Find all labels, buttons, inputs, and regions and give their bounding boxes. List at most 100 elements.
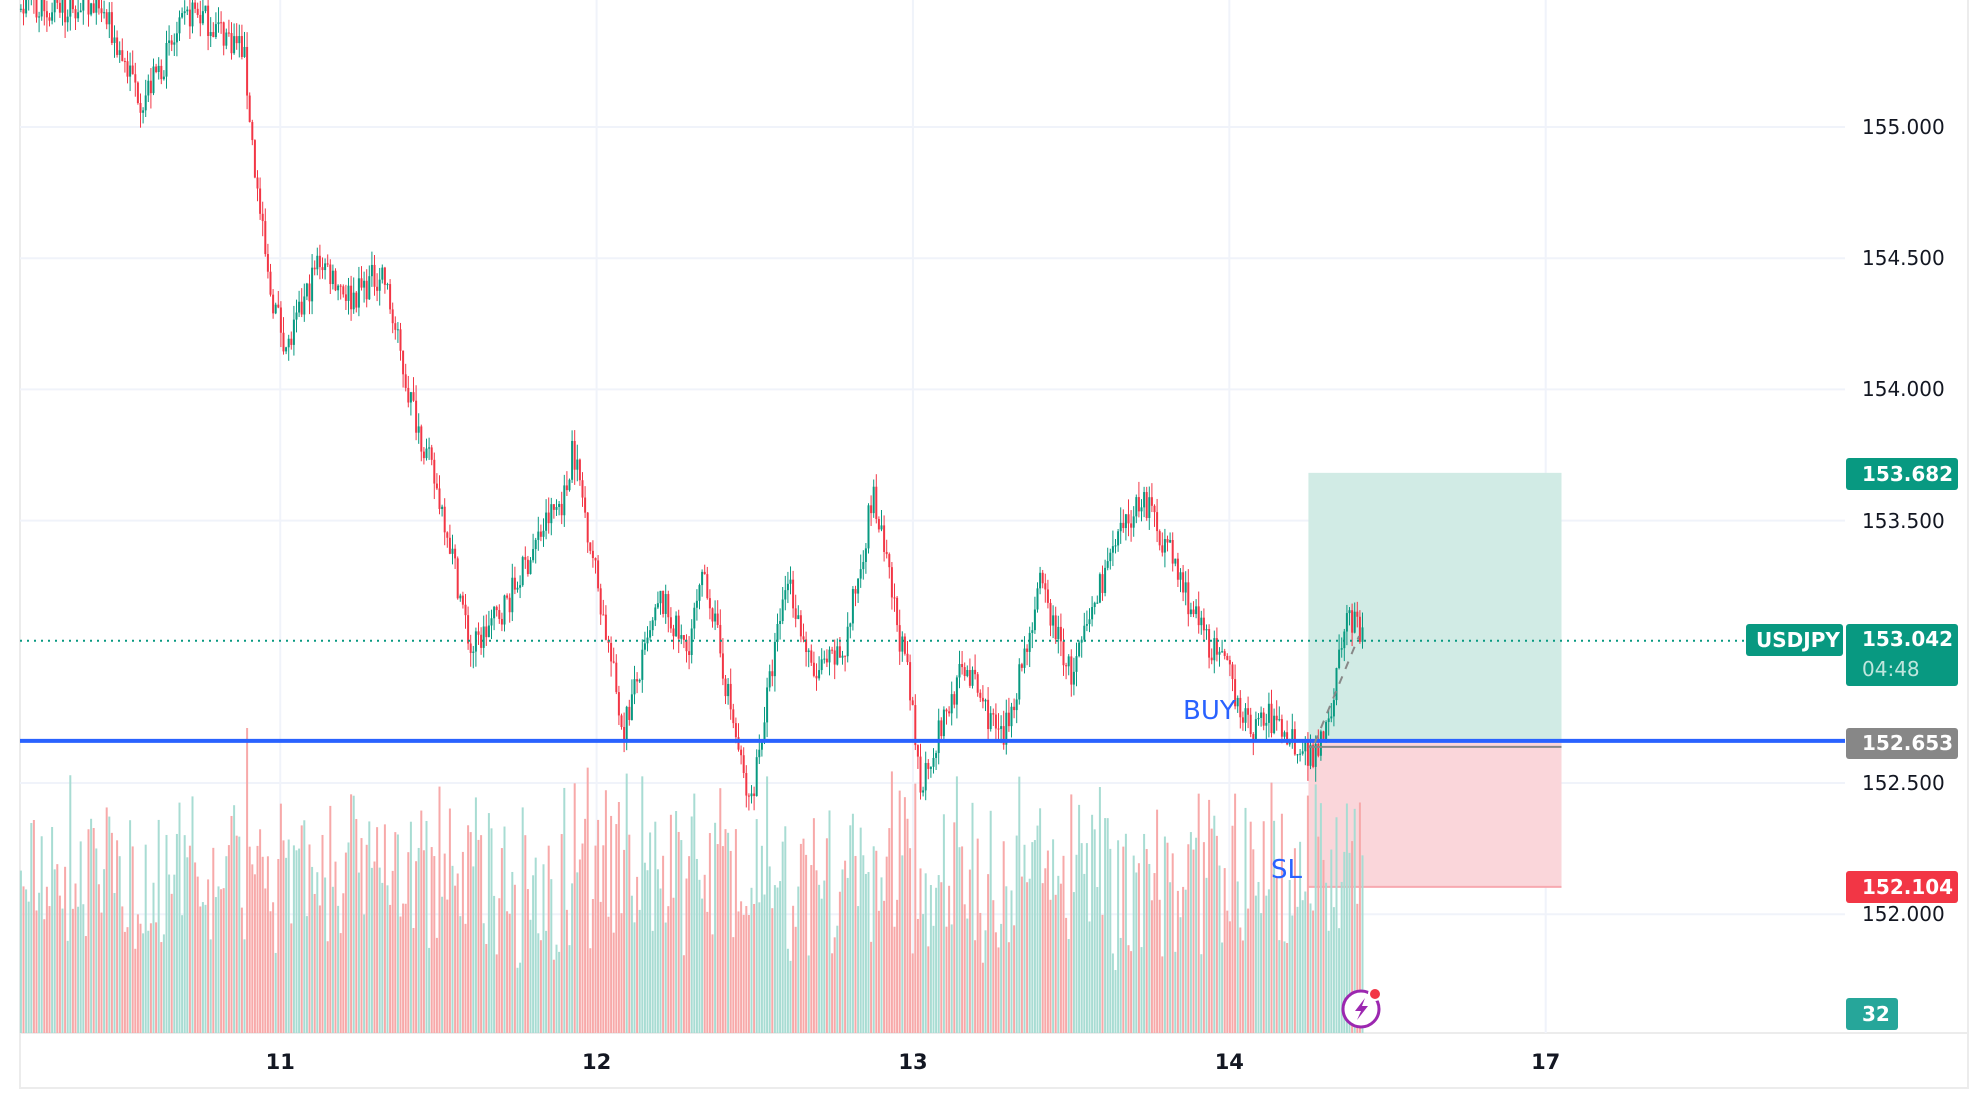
candle-body[interactable] <box>654 607 657 621</box>
candle-body[interactable] <box>360 278 363 288</box>
candle-body[interactable] <box>716 613 719 625</box>
candle-body[interactable] <box>1335 668 1338 701</box>
candle-body[interactable] <box>537 531 540 540</box>
candle-body[interactable] <box>511 577 514 613</box>
candle-body[interactable] <box>701 571 704 586</box>
candle-body[interactable] <box>1309 744 1312 766</box>
candle-body[interactable] <box>1028 632 1031 652</box>
candle-body[interactable] <box>149 80 152 94</box>
candle-body[interactable] <box>1096 602 1099 604</box>
candle-body[interactable] <box>152 66 155 94</box>
candle-body[interactable] <box>1296 754 1299 756</box>
candle-body[interactable] <box>25 0 28 14</box>
candle-body[interactable] <box>230 33 233 54</box>
candle-body[interactable] <box>1223 651 1226 656</box>
candle-body[interactable] <box>693 607 696 629</box>
candle-body[interactable] <box>90 3 93 15</box>
candle-body[interactable] <box>1234 679 1237 707</box>
candle-body[interactable] <box>534 539 537 550</box>
candle-body[interactable] <box>316 255 319 270</box>
candle-body[interactable] <box>144 95 147 111</box>
candle-body[interactable] <box>110 12 113 43</box>
candle-body[interactable] <box>1330 716 1333 719</box>
candle-body[interactable] <box>1026 648 1029 652</box>
candle-body[interactable] <box>1132 516 1135 528</box>
candle-body[interactable] <box>581 480 584 498</box>
candle-body[interactable] <box>19 8 22 10</box>
candle-body[interactable] <box>893 597 896 599</box>
candle-body[interactable] <box>636 679 639 682</box>
candle-body[interactable] <box>927 762 930 769</box>
candle-body[interactable] <box>155 66 158 72</box>
candle-body[interactable] <box>56 0 59 3</box>
candle-body[interactable] <box>1358 616 1361 642</box>
candle-body[interactable] <box>165 43 168 77</box>
candle-body[interactable] <box>142 110 145 113</box>
candle-body[interactable] <box>529 560 532 575</box>
candle-body[interactable] <box>1262 712 1265 726</box>
candle-body[interactable] <box>282 332 285 352</box>
candle-body[interactable] <box>994 714 997 729</box>
candle-body[interactable] <box>1106 561 1109 568</box>
candle-body[interactable] <box>311 267 314 302</box>
candle-body[interactable] <box>685 639 688 652</box>
candle-body[interactable] <box>1322 731 1325 740</box>
candle-body[interactable] <box>1260 712 1263 718</box>
candle-body[interactable] <box>563 485 566 516</box>
candle-body[interactable] <box>1356 611 1359 617</box>
candle-body[interactable] <box>1046 589 1049 603</box>
candle-body[interactable] <box>1111 546 1114 553</box>
candle-body[interactable] <box>753 793 756 796</box>
candle-body[interactable] <box>173 42 176 45</box>
candle-body[interactable] <box>740 749 743 756</box>
candle-body[interactable] <box>428 447 431 449</box>
candle-body[interactable] <box>363 280 366 288</box>
candle-body[interactable] <box>259 188 262 214</box>
candle-body[interactable] <box>207 5 210 37</box>
candle-body[interactable] <box>1231 664 1234 680</box>
candle-body[interactable] <box>872 486 875 514</box>
candle-body[interactable] <box>677 615 680 639</box>
candle-body[interactable] <box>108 12 111 25</box>
candle-body[interactable] <box>771 671 774 677</box>
candle-body[interactable] <box>274 304 277 314</box>
candle-body[interactable] <box>576 459 579 470</box>
candle-body[interactable] <box>1156 512 1159 532</box>
candle-body[interactable] <box>883 525 886 552</box>
candle-body[interactable] <box>1299 753 1302 755</box>
candle-body[interactable] <box>584 497 587 513</box>
candle-body[interactable] <box>1189 609 1192 615</box>
candle-body[interactable] <box>1301 751 1304 754</box>
candle-body[interactable] <box>680 635 683 639</box>
candle-body[interactable] <box>903 636 906 654</box>
candle-body[interactable] <box>773 641 776 677</box>
candle-body[interactable] <box>1065 665 1068 667</box>
candle-body[interactable] <box>1265 722 1268 726</box>
candle-body[interactable] <box>100 8 103 14</box>
candle-body[interactable] <box>849 623 852 627</box>
candle-body[interactable] <box>196 8 199 15</box>
candle-body[interactable] <box>916 745 919 757</box>
candle-body[interactable] <box>1072 671 1075 685</box>
candle-body[interactable] <box>516 587 519 590</box>
candle-body[interactable] <box>295 312 298 320</box>
candle-body[interactable] <box>464 604 467 616</box>
candle-body[interactable] <box>1280 719 1283 737</box>
candle-body[interactable] <box>92 3 95 13</box>
candle-body[interactable] <box>1153 505 1156 513</box>
candle-body[interactable] <box>597 560 600 589</box>
candle-body[interactable] <box>40 0 43 17</box>
candle-body[interactable] <box>682 635 685 640</box>
candle-body[interactable] <box>1122 522 1125 529</box>
candle-body[interactable] <box>524 557 527 560</box>
candle-body[interactable] <box>545 512 548 531</box>
candle-body[interactable] <box>48 17 51 21</box>
candle-body[interactable] <box>792 579 795 609</box>
candle-body[interactable] <box>565 485 568 491</box>
candle-body[interactable] <box>227 32 230 34</box>
candle-body[interactable] <box>204 5 207 12</box>
candle-body[interactable] <box>441 506 444 509</box>
candle-body[interactable] <box>443 506 446 533</box>
candle-body[interactable] <box>422 451 425 459</box>
candle-body[interactable] <box>404 374 407 388</box>
